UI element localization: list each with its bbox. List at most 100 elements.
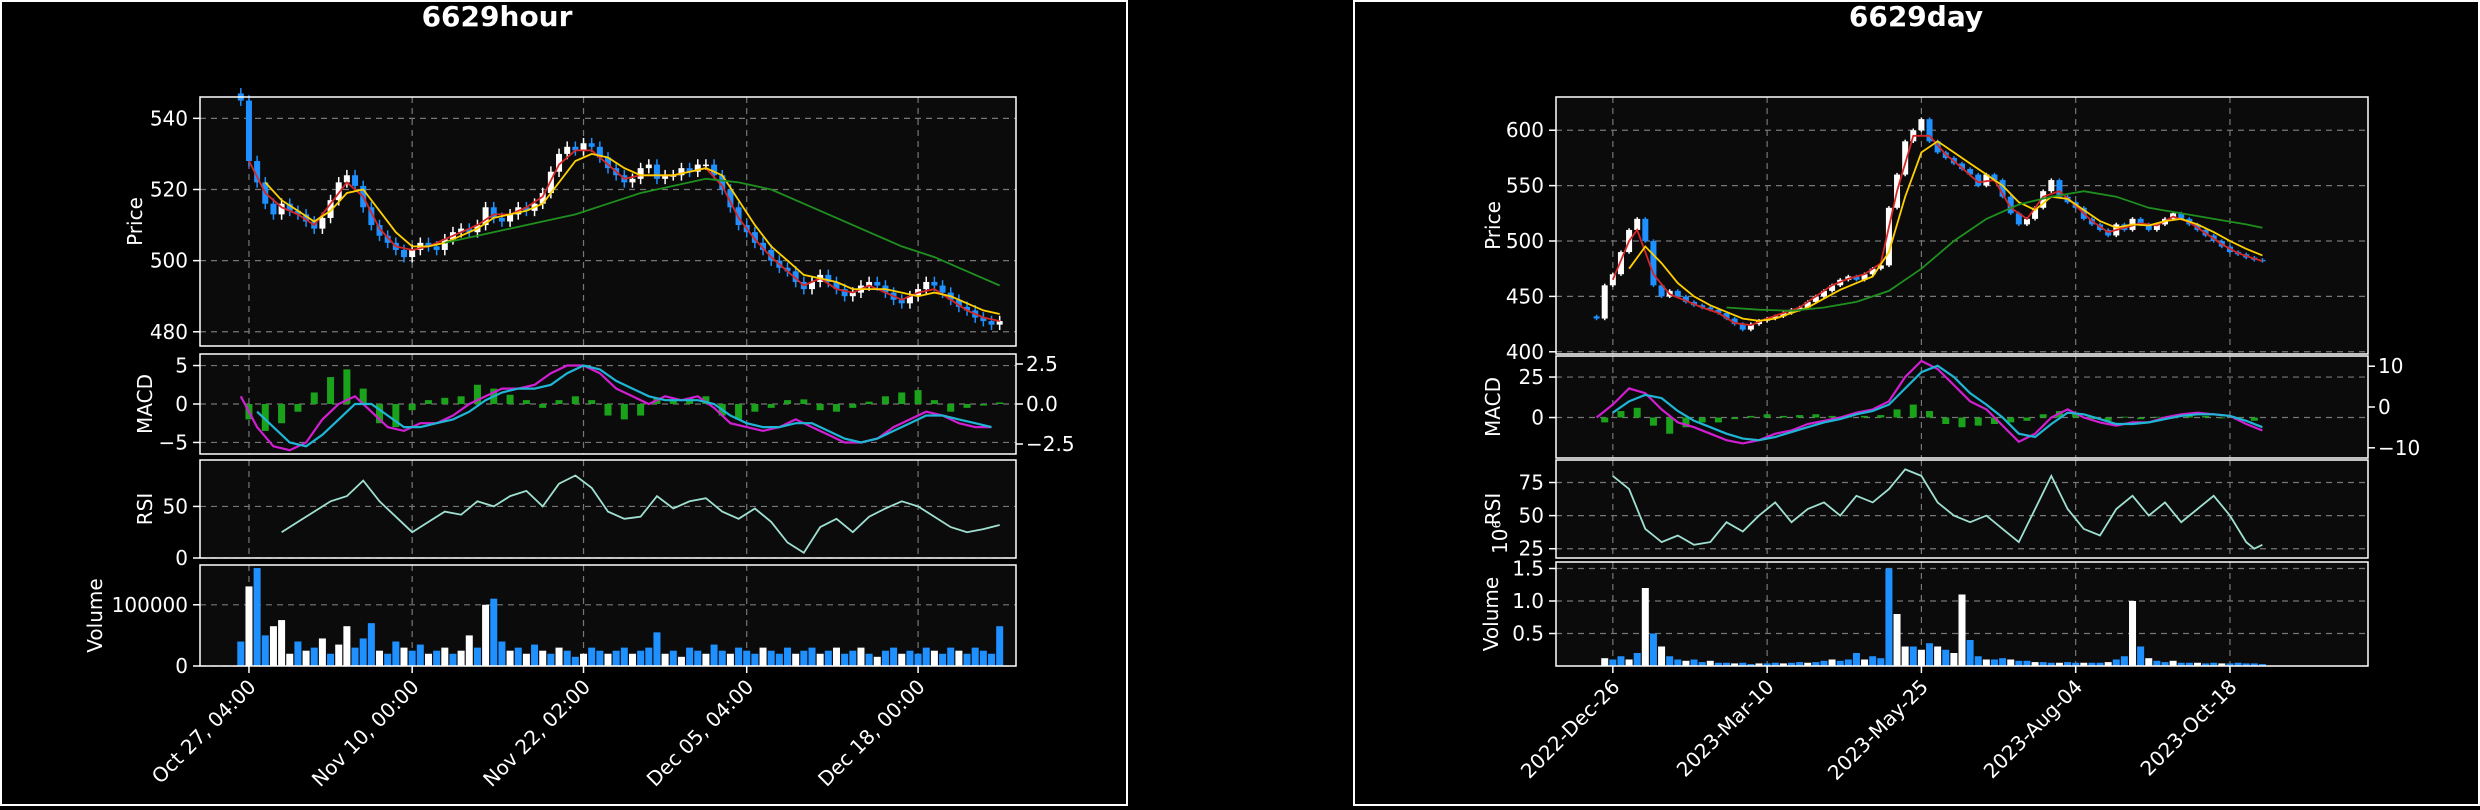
- volume-bar: [1625, 659, 1633, 666]
- volume-bar: [245, 586, 253, 666]
- candle-body: [1772, 316, 1779, 319]
- volume-y-tick-label: 1.5: [1512, 557, 1544, 581]
- volume-bar: [775, 653, 783, 666]
- candle-body: [303, 214, 310, 222]
- volume-bar: [2242, 663, 2250, 666]
- candle-body: [980, 317, 987, 322]
- volume-bar: [563, 650, 571, 666]
- volume-bar: [457, 650, 465, 666]
- volume-bar: [555, 647, 563, 666]
- volume-bar: [1885, 568, 1893, 666]
- macd-histogram-bar: [2039, 414, 2047, 418]
- candle-body: [1723, 313, 1730, 319]
- volume-bar: [677, 656, 685, 666]
- x-tick-label: 2022-Dec-26: [1516, 675, 1625, 784]
- volume-bar: [604, 653, 612, 666]
- macd-histogram-bar: [2153, 416, 2161, 418]
- macd-histogram-bar: [702, 396, 710, 404]
- candle-body: [523, 207, 530, 211]
- candle-body: [1869, 268, 1876, 275]
- macd-y-tick-label: 25: [1519, 365, 1544, 389]
- price-y-tick-label: 600: [1506, 118, 1544, 142]
- price-pane-frame: [199, 96, 1017, 347]
- candle-body: [996, 321, 1003, 325]
- candle-body: [637, 168, 644, 179]
- candle-body: [2048, 180, 2055, 192]
- volume-bar: [841, 653, 849, 666]
- candle-body: [1642, 218, 1649, 242]
- volume-bar: [261, 635, 269, 666]
- candle-body: [278, 203, 285, 215]
- volume-bar: [857, 647, 865, 666]
- volume-bar: [588, 647, 596, 666]
- volume-bar: [824, 650, 832, 666]
- x-tick-label: Nov 22, 02:00: [478, 675, 595, 792]
- volume-axis-label: Volume: [1479, 577, 1503, 651]
- macd-histogram-bar: [832, 404, 840, 412]
- volume-bar: [743, 650, 751, 666]
- macd-histogram-bar: [1861, 415, 1869, 418]
- price-pane-background: [200, 97, 1016, 346]
- candle-body: [1780, 313, 1787, 317]
- candle-body: [588, 143, 595, 147]
- macd-signal-line: [256, 364, 992, 448]
- price-overlay-line: [1726, 190, 2263, 312]
- macd-histogram-bar: [392, 404, 400, 428]
- volume-bar: [343, 626, 351, 666]
- price-y-tick-label: 450: [1506, 284, 1544, 308]
- macd-histogram-bar: [588, 400, 596, 404]
- volume-bar: [408, 650, 416, 666]
- macd-histogram-bar: [1698, 417, 1706, 423]
- rsi-pane-background: [1556, 460, 2368, 558]
- volume-bar: [930, 650, 938, 666]
- price-y-tick-label: 480: [150, 320, 188, 344]
- volume-bar: [237, 641, 245, 666]
- volume-bar: [1909, 646, 1917, 666]
- volume-bar: [1617, 656, 1625, 666]
- volume-pane-frame: [199, 564, 1017, 667]
- hourly-chart: 6629hour 480 500 520 540 Price −5 0 5 MACD 0 50RSI…: [83, 2, 1075, 792]
- candle-body: [352, 175, 359, 186]
- candle-body: [939, 285, 946, 293]
- macd-histogram-bar: [424, 400, 432, 404]
- candle-body: [1959, 163, 1965, 170]
- candle-body: [384, 235, 391, 243]
- volume-bar: [792, 653, 800, 666]
- candle-body: [507, 214, 514, 222]
- candle-body: [1699, 305, 1706, 308]
- price-overlay-line: [1628, 140, 2263, 322]
- candle-body: [376, 225, 383, 236]
- chart-title: 6629hour: [422, 2, 573, 33]
- rsi-y-tick-label: 25: [1519, 537, 1544, 561]
- candle-body: [286, 203, 293, 211]
- volume-bar: [1812, 662, 1820, 666]
- macd-histogram-bar: [522, 400, 530, 404]
- volume-bar: [620, 647, 628, 666]
- candle-body: [809, 281, 815, 290]
- volume-bar: [1999, 658, 2007, 666]
- macd-y-tick-label: 0: [175, 392, 188, 416]
- candle-body: [1731, 318, 1738, 325]
- candle-body: [1918, 119, 1925, 131]
- volume-bar: [465, 635, 473, 666]
- candle-body: [466, 228, 473, 233]
- macd-histogram-bar: [1893, 409, 1901, 418]
- volume-bar: [1747, 664, 1755, 666]
- macd-histogram-bar: [2218, 417, 2226, 419]
- macd-right-tick-label: −10: [2378, 436, 2420, 460]
- volume-bar: [1861, 659, 1869, 666]
- volume-bar: [784, 647, 792, 666]
- candle-body: [539, 193, 546, 204]
- price-y-tick-label: 520: [150, 177, 188, 201]
- volume-bar: [498, 641, 506, 666]
- volume-bar: [1796, 662, 1804, 666]
- volume-bar: [2234, 662, 2242, 666]
- volume-bar: [318, 638, 326, 666]
- volume-bar: [2072, 662, 2080, 666]
- candle-body: [1601, 285, 1608, 319]
- macd-histogram-bar: [1666, 417, 1674, 434]
- candle-body: [490, 207, 497, 218]
- candle-body: [1902, 141, 1909, 175]
- macd-histogram-bar: [1958, 417, 1966, 428]
- price-y-tick-label: 400: [1506, 340, 1544, 364]
